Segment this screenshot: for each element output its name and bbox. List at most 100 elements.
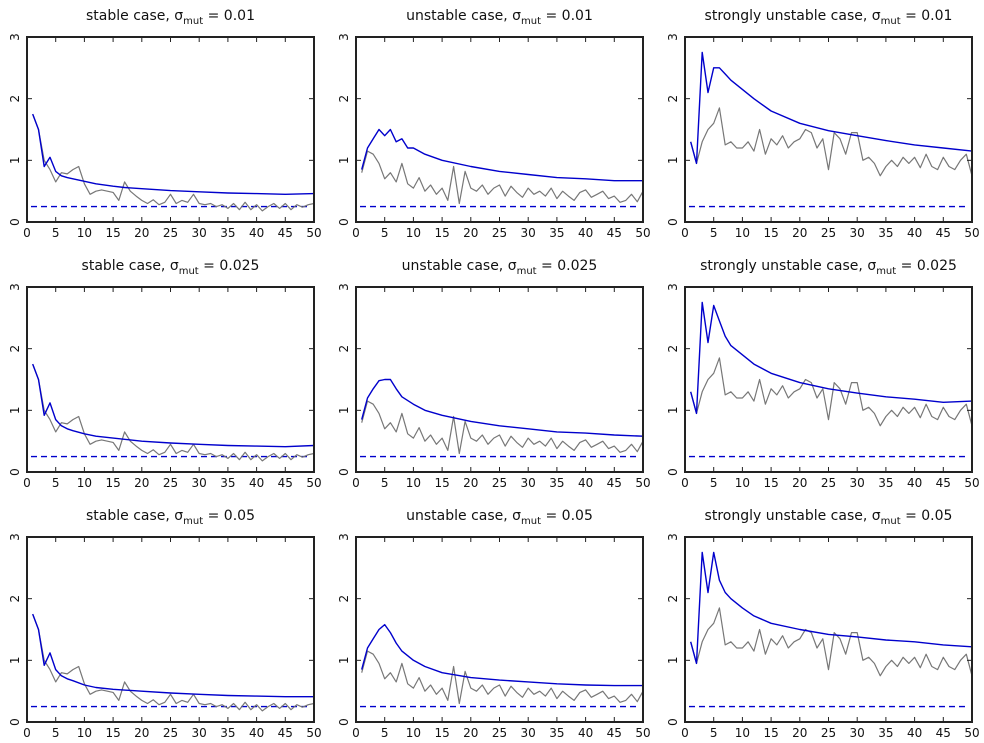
- x-tick-label: 30: [521, 726, 536, 740]
- y-tick-label: 1: [666, 157, 680, 165]
- x-tick-label: 25: [163, 476, 178, 490]
- y-tick-label: 0: [337, 218, 351, 226]
- x-tick-label: 35: [220, 476, 235, 490]
- y-tick-label: 0: [337, 468, 351, 476]
- x-tick-label: 45: [607, 476, 622, 490]
- title-prefix: stable case,: [86, 508, 174, 524]
- x-tick-label: 45: [278, 726, 293, 740]
- x-tick-label: 25: [163, 726, 178, 740]
- y-tick-label: 2: [337, 595, 351, 603]
- title-prefix: strongly unstable case,: [705, 8, 872, 24]
- x-tick-label: 35: [878, 726, 893, 740]
- x-tick-label: 50: [964, 726, 979, 740]
- y-tick-label: 2: [666, 595, 680, 603]
- x-tick-label: 50: [306, 226, 321, 240]
- x-tick-label: 5: [710, 726, 718, 740]
- title-suffix: = 0.05: [901, 508, 953, 524]
- x-tick-label: 35: [220, 226, 235, 240]
- y-tick-label: 3: [8, 33, 22, 41]
- x-tick-label: 20: [792, 476, 807, 490]
- y-tick-label: 3: [666, 33, 680, 41]
- x-tick-label: 0: [352, 726, 360, 740]
- plot-frame: [355, 286, 644, 473]
- panel-title: unstable case, σmut = 0.025: [402, 258, 598, 277]
- x-tick-label: 10: [406, 726, 421, 740]
- title-symbol: σ: [170, 258, 179, 274]
- x-tick-label: 35: [549, 476, 564, 490]
- x-tick-label: 15: [434, 226, 449, 240]
- x-tick-label: 20: [134, 226, 149, 240]
- x-tick-label: 35: [878, 476, 893, 490]
- title-suffix: = 0.01: [203, 8, 255, 24]
- title-prefix: unstable case,: [406, 508, 512, 524]
- title-symbol: σ: [872, 8, 881, 24]
- x-tick-label: 25: [492, 226, 507, 240]
- title-symbol: σ: [174, 8, 183, 24]
- x-tick-label: 40: [907, 726, 922, 740]
- y-tick-label: 3: [8, 533, 22, 541]
- y-tick-label: 1: [337, 157, 351, 165]
- x-tick-label: 15: [763, 476, 778, 490]
- title-prefix: strongly unstable case,: [700, 258, 867, 274]
- x-tick-label: 20: [463, 226, 478, 240]
- y-tick-label: 3: [337, 533, 351, 541]
- x-tick-label: 35: [549, 726, 564, 740]
- title-prefix: strongly unstable case,: [705, 508, 872, 524]
- y-tick-label: 0: [8, 468, 22, 476]
- x-tick-label: 5: [52, 476, 60, 490]
- title-symbol: σ: [508, 258, 517, 274]
- x-tick-label: 10: [77, 476, 92, 490]
- x-tick-label: 50: [964, 476, 979, 490]
- x-tick-label: 0: [681, 476, 689, 490]
- series-gray-line: [361, 150, 644, 205]
- x-tick-label: 10: [77, 226, 92, 240]
- y-tick-label: 1: [8, 407, 22, 415]
- title-subscript: mut: [179, 266, 199, 277]
- x-tick-label: 10: [406, 476, 421, 490]
- x-tick-label: 15: [105, 476, 120, 490]
- panel-title: stable case, σmut = 0.025: [82, 258, 260, 277]
- x-tick-label: 0: [23, 476, 31, 490]
- y-tick-label: 1: [8, 157, 22, 165]
- title-symbol: σ: [512, 508, 521, 524]
- x-tick-label: 25: [821, 726, 836, 740]
- x-tick-label: 50: [635, 726, 650, 740]
- x-tick-label: 40: [578, 726, 593, 740]
- x-tick-label: 45: [607, 226, 622, 240]
- x-tick-label: 0: [352, 226, 360, 240]
- panel-3: strongly unstable case, σmut = 0.010 5 10 1…: [666, 8, 980, 240]
- x-tick-label: 0: [352, 476, 360, 490]
- plot-frame: [684, 286, 973, 473]
- panel-title: strongly unstable case, σmut = 0.025: [700, 258, 957, 277]
- title-subscript: mut: [521, 16, 541, 27]
- title-prefix: unstable case,: [406, 8, 512, 24]
- panel-title: stable case, σmut = 0.01: [86, 8, 255, 27]
- x-tick-label: 25: [492, 726, 507, 740]
- x-tick-label: 25: [163, 226, 178, 240]
- y-tick-label: 2: [8, 95, 22, 103]
- y-tick-label: 2: [337, 345, 351, 353]
- x-tick-label: 40: [249, 476, 264, 490]
- x-tick-label: 15: [434, 726, 449, 740]
- x-tick-label: 35: [220, 726, 235, 740]
- title-subscript: mut: [876, 266, 896, 277]
- x-tick-label: 40: [249, 226, 264, 240]
- series-blue-line: [32, 113, 315, 196]
- y-tick-label: 0: [666, 468, 680, 476]
- x-tick-label: 35: [549, 226, 564, 240]
- x-tick-label: 30: [192, 476, 207, 490]
- x-tick-label: 45: [607, 726, 622, 740]
- series-gray-line: [361, 400, 644, 455]
- x-tick-label: 5: [381, 726, 389, 740]
- title-symbol: σ: [872, 508, 881, 524]
- title-suffix: = 0.025: [537, 258, 598, 274]
- panel-title: unstable case, σmut = 0.05: [406, 508, 593, 527]
- series-gray-line: [361, 650, 644, 705]
- title-symbol: σ: [512, 8, 521, 24]
- x-tick-label: 5: [381, 226, 389, 240]
- x-tick-label: 10: [735, 226, 750, 240]
- plot-frame: [684, 36, 973, 223]
- x-tick-label: 30: [850, 476, 865, 490]
